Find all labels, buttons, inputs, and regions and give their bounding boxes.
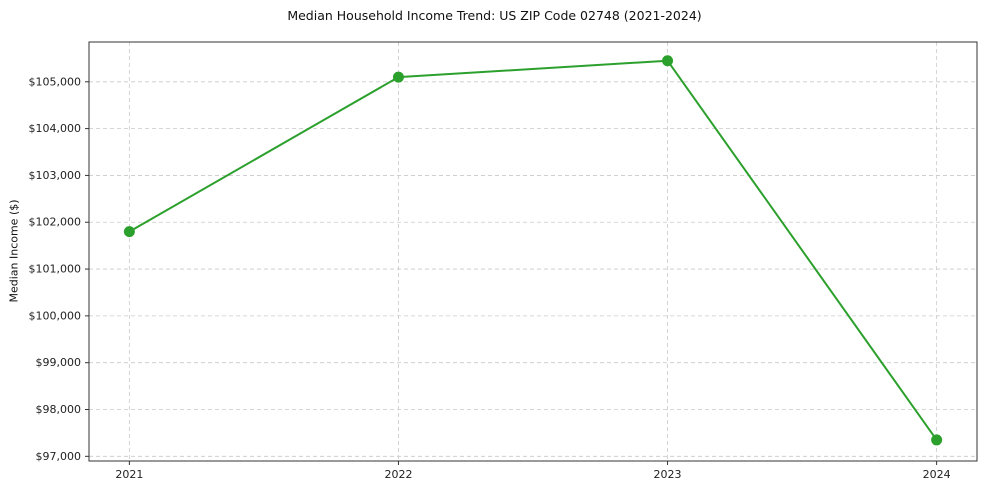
y-tick-label: $98,000 — [36, 403, 82, 416]
y-tick-label: $105,000 — [29, 75, 82, 88]
y-tick-label: $97,000 — [36, 450, 82, 463]
data-point — [123, 226, 135, 238]
x-tick-label: 2023 — [654, 468, 682, 481]
data-point — [392, 71, 404, 83]
axis-tick-labels: 2021 2022 2023 2024 $97,000 $98,000 $99,000 $10… — [29, 75, 951, 481]
data-point — [662, 55, 674, 67]
data-point — [931, 434, 943, 446]
y-axis-label: Median Income ($) — [7, 199, 21, 303]
y-tick-label: $104,000 — [29, 122, 82, 135]
x-tick-label: 2022 — [384, 468, 412, 481]
y-tick-label: $102,000 — [29, 216, 82, 229]
y-tick-label: $100,000 — [29, 309, 82, 322]
axis-ticks — [85, 81, 938, 465]
plot-border — [88, 41, 978, 462]
chart-title: Median Household Income Trend: US ZIP Co… — [287, 8, 702, 23]
x-tick-label: 2024 — [923, 468, 951, 481]
x-tick-label: 2021 — [115, 468, 143, 481]
data-line — [128, 59, 938, 441]
y-tick-label: $103,000 — [29, 169, 82, 182]
y-tick-label: $101,000 — [29, 263, 82, 276]
gridlines — [89, 42, 977, 461]
plot-background — [89, 42, 977, 461]
y-tick-label: $99,000 — [36, 356, 82, 369]
